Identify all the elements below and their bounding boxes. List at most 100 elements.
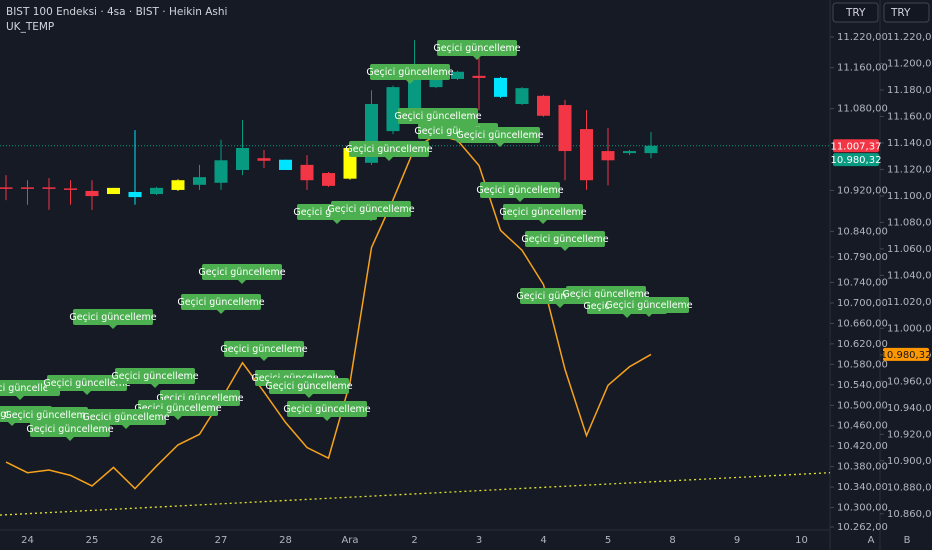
y2-tick-label: 11.040,00 [887, 270, 932, 281]
candle-body [558, 105, 572, 152]
annotation-pointer [367, 217, 375, 221]
annotation-pointer [122, 425, 130, 429]
annotation-pointer [473, 56, 481, 60]
annotation-pointer [333, 220, 341, 224]
y2-tick-label: 11.140,00 [887, 138, 932, 149]
annotation-box [349, 141, 429, 157]
annotation-text: Geçici güncelleme [394, 111, 481, 122]
annotation-box [30, 421, 110, 437]
y2-tick-label: 11.160,00 [887, 111, 932, 122]
candle-body [42, 187, 56, 189]
annotation-box [269, 378, 349, 394]
plot-area [0, 40, 831, 516]
currency-label[interactable]: TRY [845, 7, 866, 19]
indicator-name: UK_TEMP [6, 21, 54, 33]
y-tick-label: 11.160,00 [837, 63, 888, 74]
annotation-pointer [496, 143, 504, 147]
annotation-box [115, 368, 195, 384]
scale-button[interactable]: A [868, 535, 875, 546]
annotation-pointer [385, 157, 393, 161]
candle-body [451, 71, 464, 79]
annotation: Geçici güncelleme [521, 231, 609, 251]
annotation: Geçici güncelleme [43, 375, 131, 395]
annotation-pointer [561, 247, 569, 251]
y-tick-label: 10.790,00 [837, 252, 888, 263]
annotation: Geçici güncelleme [265, 378, 353, 398]
annotation-text: Geçici güncelleme [4, 410, 91, 421]
candle-body [214, 160, 228, 183]
x-tick-label: 5 [605, 535, 611, 546]
candle-body [494, 77, 507, 97]
scale-button[interactable]: B [904, 535, 911, 546]
annotation: Geçici güncelleme [433, 40, 521, 60]
y2-tick-label: 10.940,00 [887, 403, 932, 414]
candle-body [472, 75, 486, 78]
candle-body [85, 190, 99, 197]
x-tick-label: 24 [21, 535, 34, 546]
price-tag-label: 10.980,32 [831, 155, 882, 166]
annotation-text: Geçici güncelleme [111, 371, 198, 382]
currency-button[interactable] [832, 2, 879, 23]
candle-body [193, 177, 206, 185]
annotation-text: Geçici güncelleme [220, 344, 307, 355]
annotation-pointer [539, 220, 547, 224]
currency-label[interactable]: TRY [890, 7, 911, 19]
candle-body [128, 191, 142, 198]
annotation: Geçici güncelleme [0, 380, 64, 400]
annotation-box [503, 204, 583, 220]
annotation-text: Geçici güncelleme [82, 412, 169, 423]
annotation-text: Geçici güncelleme [521, 234, 608, 245]
annotation-pointer [305, 394, 313, 398]
y-tick-label: 11.080,00 [837, 104, 888, 115]
candle-body [21, 187, 34, 189]
annotation-text: Geçici güncelleme [366, 67, 453, 78]
annotation-box [47, 375, 127, 391]
annotation: Geçici güncelleme [456, 127, 544, 147]
y2-tick-label: 11.200,00 [887, 58, 932, 69]
x-tick-label: 9 [734, 535, 740, 546]
annotation: Geçici güncelleme [499, 204, 587, 224]
y2-tick-label: 11.100,00 [887, 191, 932, 202]
annotation-box [609, 297, 689, 313]
annotation-text: Geçici güncelleme [0, 383, 64, 394]
annotation-pointer [174, 416, 182, 420]
annotation-text: Geçici güncelleme [134, 403, 221, 414]
annotation-text: Geçici güncelleme [499, 207, 586, 218]
x-tick-label: 28 [279, 535, 292, 546]
annotation-pointer [83, 391, 91, 395]
annotation: Geçici güncelleme [327, 201, 415, 221]
y2-tick-label: 11.000,00 [887, 323, 932, 334]
annotation: Geçici güncelleme [111, 368, 199, 388]
price-tag-label: 10.980,32 [881, 350, 932, 361]
x-tick-label: 26 [150, 535, 163, 546]
annotation-pointer [623, 314, 631, 318]
price-tag [883, 347, 929, 361]
annotation-box [370, 64, 450, 80]
price-tag-label: 11.007,37 [831, 141, 882, 152]
candle-body [601, 151, 615, 161]
price-tag [833, 153, 879, 167]
candle-body [171, 180, 185, 190]
annotation-pointer [645, 313, 653, 317]
annotation-pointer [16, 396, 24, 400]
candle-body [537, 95, 550, 116]
annotation-pointer [516, 198, 524, 202]
candle-body [623, 151, 636, 154]
x-tick-label: 3 [476, 535, 482, 546]
y2-tick-label: 10.920,00 [887, 429, 932, 440]
annotation-pointer [66, 437, 74, 441]
x-tick-label: 10 [795, 535, 808, 546]
annotation: Geçici güncelleme [26, 421, 114, 441]
annotation-box [460, 127, 540, 143]
annotation-text: Geçici güncelleme [69, 312, 156, 323]
y-tick-label: 10.700,00 [837, 298, 888, 309]
price-tag [833, 139, 879, 153]
currency-button[interactable] [883, 2, 930, 23]
annotation-text: Geçici güncelleme [433, 43, 520, 54]
annotation-pointer [323, 417, 331, 421]
x-tick-label: 27 [215, 535, 228, 546]
annotation-text: Geçici güncelleme [605, 300, 692, 311]
y-tick-label: 10.620,00 [837, 339, 888, 350]
